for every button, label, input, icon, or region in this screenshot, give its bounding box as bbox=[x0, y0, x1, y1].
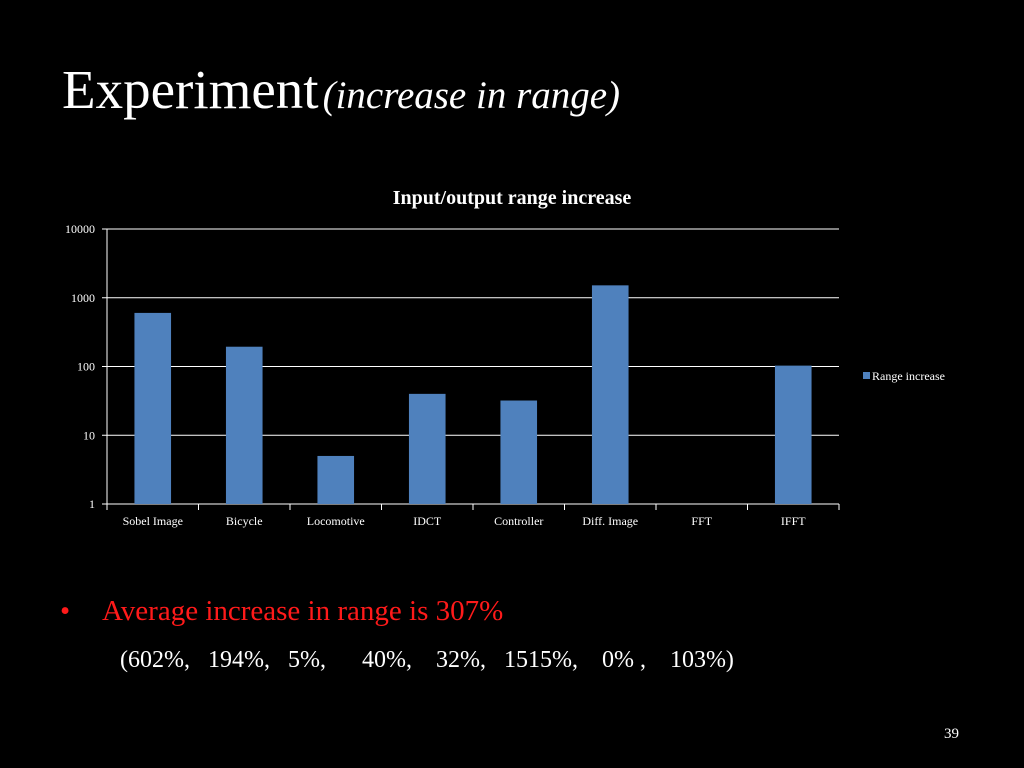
x-tick-label: Locomotive bbox=[307, 514, 365, 528]
x-tick-label: Diff. Image bbox=[582, 514, 638, 528]
y-tick-label: 100 bbox=[77, 360, 95, 374]
bullet-item: • Average increase in range is 307% bbox=[60, 595, 503, 628]
y-tick-label: 1000 bbox=[71, 291, 95, 305]
bar-diff-image bbox=[591, 285, 629, 504]
x-tick-label: Bicycle bbox=[226, 514, 263, 528]
bar-ifft bbox=[774, 365, 812, 504]
y-tick-label: 10 bbox=[83, 428, 95, 442]
bar-bicycle bbox=[225, 346, 263, 504]
legend-swatch bbox=[863, 372, 870, 379]
y-tick-label: 10000 bbox=[65, 222, 95, 236]
bullet-marker: • bbox=[60, 595, 71, 627]
page-number: 39 bbox=[944, 726, 959, 742]
x-tick-label: IDCT bbox=[413, 514, 442, 528]
bar-locomotive bbox=[317, 455, 355, 504]
slide-title: Experiment (increase in range) bbox=[62, 62, 620, 117]
bar-sobel-image bbox=[134, 312, 172, 504]
bar-chart: Input/output range increase 1 10 100 1000 100… bbox=[65, 187, 945, 528]
legend-label: Range increase bbox=[872, 369, 945, 383]
x-tick-label: Sobel Image bbox=[123, 514, 183, 528]
x-tick-label: Controller bbox=[494, 514, 543, 528]
title-main: Experiment bbox=[62, 59, 319, 120]
bar-idct bbox=[408, 393, 446, 504]
title-subtitle: (increase in range) bbox=[322, 74, 621, 117]
x-tick-label: FFT bbox=[691, 514, 712, 528]
x-tick-label: IFFT bbox=[781, 514, 806, 528]
chart-title: Input/output range increase bbox=[393, 187, 632, 209]
values-line: (602%, 194%, 5%, 40%, 32%, 1515%, 0% , 1… bbox=[120, 647, 734, 673]
y-tick-label: 1 bbox=[89, 497, 95, 511]
bar-controller bbox=[500, 400, 538, 504]
bullet-text: Average increase in range is 307% bbox=[102, 595, 504, 627]
